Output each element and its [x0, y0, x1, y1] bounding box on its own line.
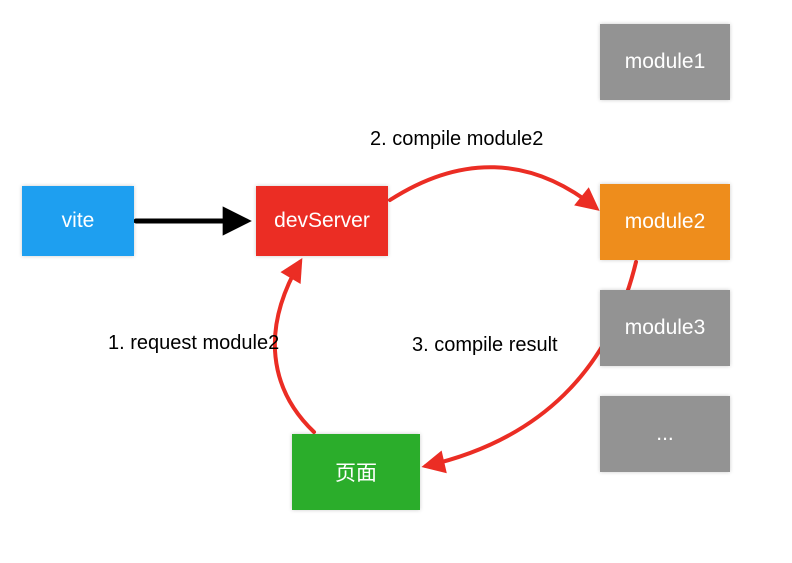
node-label-module2: module2: [625, 210, 706, 234]
node-page: 页面: [292, 434, 420, 510]
node-module3: module3: [600, 290, 730, 366]
edge-label-page_to_devServer: 1. request module2: [108, 332, 279, 355]
edge-page_to_devServer: [275, 262, 314, 432]
node-vite: vite: [22, 186, 134, 256]
node-label-devServer: devServer: [274, 209, 370, 233]
edge-devServer_to_module2: [390, 167, 596, 208]
node-label-module1: module1: [625, 50, 706, 74]
edge-label-devServer_to_module2: 2. compile module2: [370, 128, 543, 151]
node-label-module3: module3: [625, 316, 706, 340]
edge-label-module2_to_page: 3. compile result: [412, 334, 558, 357]
node-moduleDots: ...: [600, 396, 730, 472]
node-module1: module1: [600, 24, 730, 100]
node-label-page: 页面: [335, 457, 377, 487]
node-module2: module2: [600, 184, 730, 260]
node-label-moduleDots: ...: [656, 422, 674, 446]
node-devServer: devServer: [256, 186, 388, 256]
node-label-vite: vite: [62, 209, 95, 233]
